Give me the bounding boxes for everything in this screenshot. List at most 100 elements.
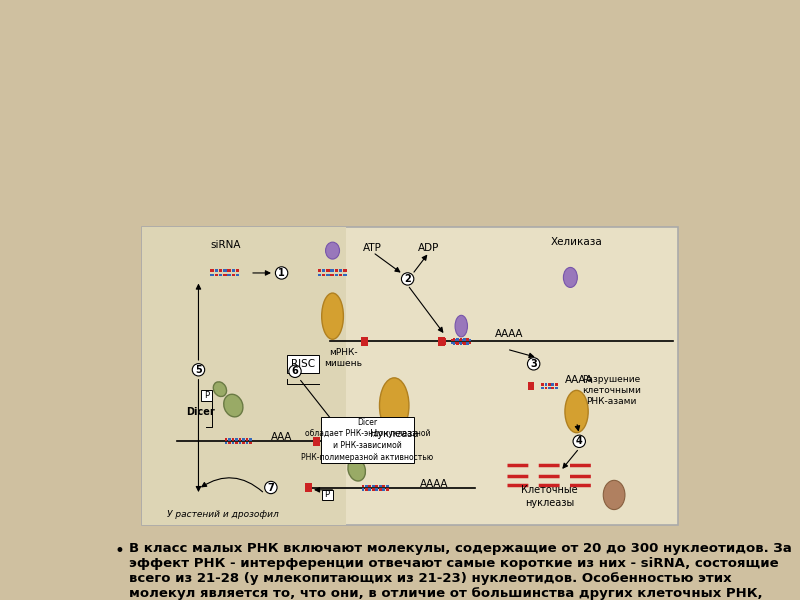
Bar [439, 338, 446, 346]
Text: 3: 3 [530, 359, 537, 369]
Bar [232, 442, 234, 445]
Bar [468, 342, 471, 344]
Bar [555, 387, 558, 389]
Bar [465, 338, 467, 341]
Bar [235, 439, 238, 440]
Ellipse shape [343, 449, 354, 463]
Ellipse shape [214, 382, 226, 397]
Ellipse shape [224, 394, 243, 417]
Bar [454, 342, 457, 344]
Bar [545, 383, 547, 386]
Ellipse shape [565, 391, 588, 433]
Text: АААА: АААА [565, 375, 594, 385]
Bar [246, 442, 248, 445]
Bar [362, 485, 364, 487]
Bar [465, 342, 467, 344]
Bar [548, 387, 550, 389]
Text: •: • [114, 542, 124, 560]
Text: АААА: АААА [495, 329, 524, 339]
Text: ADP: ADP [418, 242, 440, 253]
Text: АААА: АААА [420, 479, 449, 488]
Text: У растений и дрозофил: У растений и дрозофил [166, 510, 278, 519]
FancyBboxPatch shape [321, 417, 414, 463]
FancyBboxPatch shape [201, 390, 212, 401]
Bar [343, 274, 346, 277]
Text: ААА: ААА [271, 432, 292, 442]
Ellipse shape [322, 293, 343, 339]
Text: Нуклеаза: Нуклеаза [370, 429, 418, 439]
Text: P: P [325, 490, 330, 499]
Bar [228, 439, 231, 440]
Bar [541, 383, 544, 386]
Ellipse shape [563, 268, 578, 287]
Text: P: P [204, 391, 209, 400]
Bar [228, 442, 231, 445]
Bar [339, 269, 342, 272]
Bar [249, 442, 252, 445]
Bar [369, 485, 371, 487]
Bar [210, 274, 214, 277]
Text: 4: 4 [576, 436, 582, 446]
Bar [322, 274, 326, 277]
Bar [438, 337, 445, 346]
Bar [326, 274, 330, 277]
Bar [369, 488, 371, 491]
Bar [242, 442, 245, 445]
Bar [555, 383, 558, 386]
Bar [454, 338, 457, 341]
Bar [545, 387, 547, 389]
Bar [458, 342, 461, 344]
Bar [453, 338, 455, 341]
Bar [362, 337, 368, 346]
Bar [232, 269, 235, 272]
Bar [225, 442, 227, 445]
Bar [238, 439, 242, 440]
Bar [214, 269, 218, 272]
Bar [314, 437, 319, 446]
Bar [466, 342, 470, 344]
Bar [372, 488, 374, 491]
Bar [548, 383, 550, 386]
Bar [334, 269, 338, 272]
Bar [459, 338, 462, 341]
Bar [372, 485, 374, 487]
Bar [382, 488, 385, 491]
Text: 7: 7 [267, 482, 274, 493]
Text: 5: 5 [195, 365, 202, 375]
Circle shape [573, 435, 586, 448]
Text: 1: 1 [278, 268, 285, 278]
Ellipse shape [603, 481, 625, 509]
Text: Разрушение
клеточными
РНК-азами: Разрушение клеточными РНК-азами [582, 375, 641, 406]
Text: RISC: RISC [291, 359, 315, 369]
Bar [468, 338, 471, 341]
Bar [379, 488, 382, 491]
Bar [343, 269, 346, 272]
Bar [459, 342, 462, 344]
Bar [462, 342, 464, 344]
Bar [318, 269, 321, 272]
Bar [326, 269, 330, 272]
Bar [365, 485, 368, 487]
Circle shape [527, 358, 540, 370]
Bar [528, 382, 534, 391]
Bar [456, 338, 458, 341]
Bar [223, 274, 226, 277]
Text: Клеточные
нуклеазы: Клеточные нуклеазы [522, 485, 578, 508]
Bar [225, 439, 227, 440]
Bar [365, 488, 368, 491]
Bar [382, 485, 385, 487]
Bar [223, 269, 226, 272]
Bar [463, 338, 466, 341]
Bar [227, 274, 231, 277]
Text: ATP: ATP [363, 242, 382, 253]
FancyBboxPatch shape [286, 355, 319, 373]
Text: Dicer
обладает РНК-эндонуклеазной
и РНК-зависимой
РНК-полимеразной активностью: Dicer обладает РНК-эндонуклеазной и РНК-… [302, 418, 434, 462]
Ellipse shape [455, 316, 467, 337]
Bar [214, 274, 218, 277]
Bar [462, 338, 464, 341]
Ellipse shape [348, 458, 366, 481]
Bar [142, 227, 346, 525]
Bar [450, 342, 454, 344]
Text: Dicer: Dicer [186, 407, 215, 416]
Text: мРНК-
мишень: мРНК- мишень [324, 348, 362, 368]
